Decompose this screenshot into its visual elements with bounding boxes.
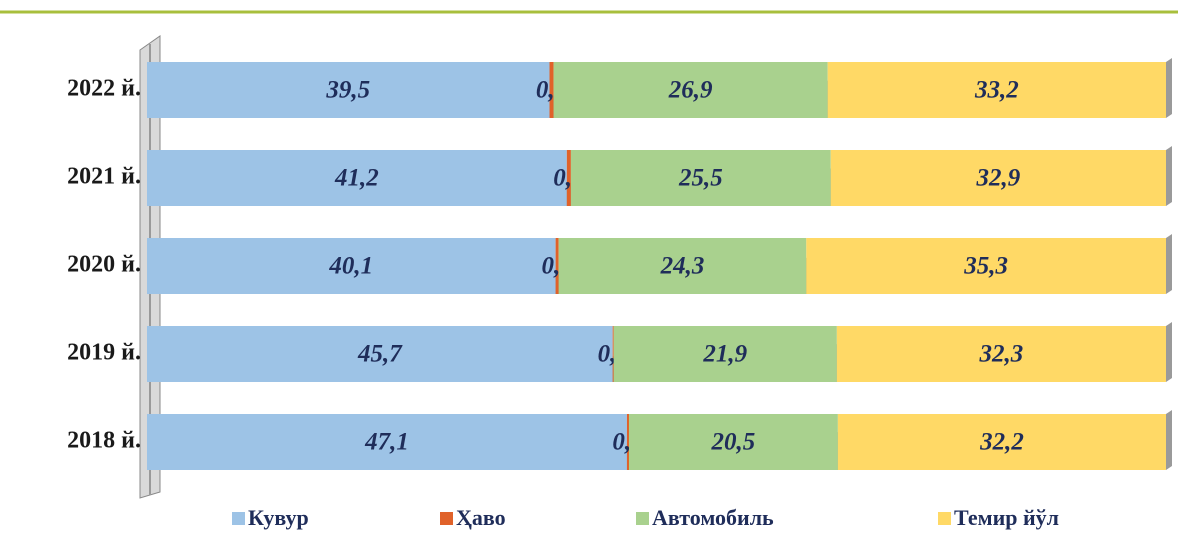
legend-label: Кувур [248,505,309,530]
legend-swatch [232,512,245,525]
value-label: 33,2 [974,77,1019,104]
value-label: 24,3 [660,253,705,280]
value-label: 32,3 [979,341,1024,368]
bar-segment [553,62,828,118]
bar-segment [549,62,554,118]
bar-segment [827,62,1166,118]
value-label: 39,5 [325,77,370,104]
legend-swatch [938,512,951,525]
value-label: 40,1 [328,253,373,280]
value-label: 32,2 [979,429,1024,456]
legend-label: Автомобиль [652,505,774,530]
y-tick-label: 2018 й. [67,428,141,454]
legend-label: Темир йўл [954,505,1059,530]
bar-segment [837,414,1166,470]
value-label: 25,5 [678,165,723,192]
bar-segment [806,238,1166,294]
bar-segment [613,326,837,382]
bar-segment [555,238,559,294]
value-label: 21,9 [702,341,747,368]
bar-segment [147,62,550,118]
bar-segment [147,150,567,206]
bar-segment [147,414,627,470]
value-label: 35,3 [963,253,1008,280]
bar-segment [147,238,556,294]
legend-label: Ҳаво [456,505,506,530]
bar-segment [830,150,1166,206]
value-label: 41,2 [334,165,379,192]
y-tick-label: 2020 й. [67,252,141,278]
value-label: 26,9 [668,77,713,104]
bar-segment [626,414,629,470]
bar-segment [628,414,838,470]
y-tick-label: 2021 й. [67,164,141,190]
bar-segment [566,150,571,206]
bar-segment [836,326,1166,382]
y-tick-label: 2019 й. [67,340,141,366]
bar-segment [570,150,831,206]
value-label: 20,5 [711,429,756,456]
bar-segment [558,238,807,294]
bar-segment [147,326,613,382]
value-label: 45,7 [357,341,403,368]
value-label: 32,9 [975,165,1020,192]
bar-segment [612,326,614,382]
value-label: 47,1 [364,429,409,456]
legend-swatch [440,512,453,525]
y-tick-label: 2022 й. [67,76,141,102]
legend-swatch [636,512,649,525]
